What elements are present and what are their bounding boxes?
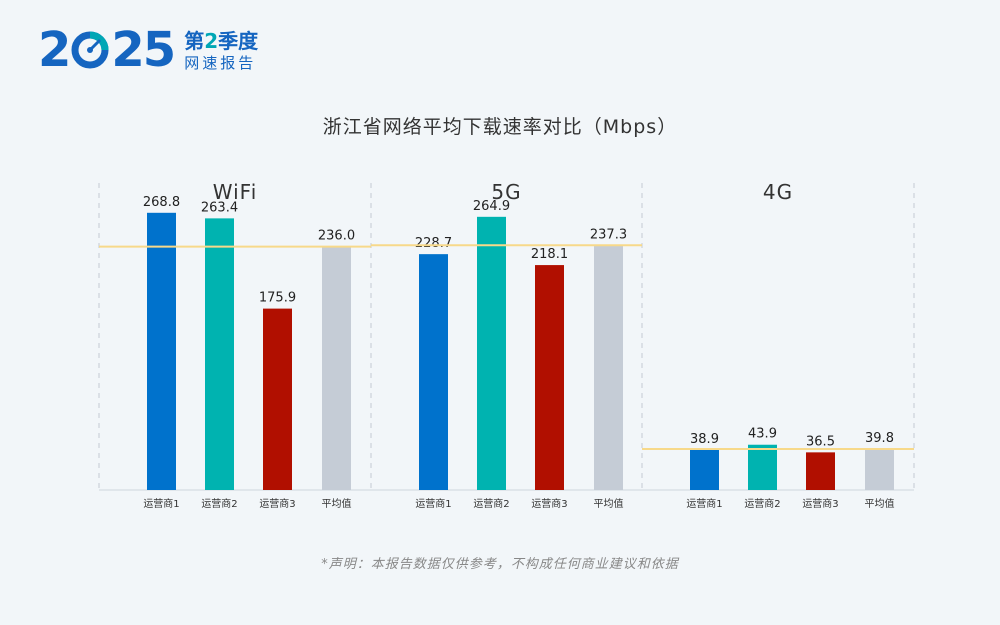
category-label-2-0: 运营商1 [686,497,722,510]
category-label-1-0: 运营商1 [415,497,451,510]
logo-year: 2 25 [38,22,176,78]
bar-0-0 [147,212,176,491]
logo-year-digit-b: 25 [111,22,176,78]
data-label-1-0: 228.7 [415,236,452,251]
data-label-0-1: 263.4 [201,200,238,215]
bar-1-1 [477,216,506,490]
data-label-0-0: 268.8 [143,195,180,210]
category-label-1-2: 运营商3 [531,497,567,510]
data-label-2-3: 39.8 [865,431,894,446]
bar-2-0 [690,449,719,490]
bar-0-2 [263,308,292,490]
data-label-0-3: 236.0 [318,229,355,244]
bar-2-2 [806,452,835,490]
category-label-0-3: 平均值 [322,497,352,510]
data-label-1-2: 218.1 [531,247,568,262]
category-label-0-2: 运营商3 [259,497,295,510]
bar-2-1 [748,444,777,490]
bar-1-0 [419,254,448,490]
report-logo: 2 25 第2季度 网速报告 [38,24,258,76]
category-label-1-1: 运营商2 [473,497,509,510]
data-label-0-2: 175.9 [259,291,296,306]
bar-1-2 [535,265,564,490]
bar-0-3 [322,246,351,490]
category-label-2-1: 运营商2 [744,497,780,510]
category-label-2-3: 平均值 [865,497,895,510]
data-label-1-1: 264.9 [473,199,510,214]
logo-year-digit-a: 2 [38,22,71,78]
data-label-1-3: 237.3 [590,227,627,242]
data-label-2-2: 36.5 [806,434,835,449]
data-label-2-0: 38.9 [690,432,719,447]
bar-1-3 [594,245,623,490]
bar-2-3 [865,448,894,490]
bar-0-1 [205,218,234,490]
panel-title-1: 5G [491,180,521,204]
category-label-0-0: 运营商1 [143,497,179,510]
data-label-2-1: 43.9 [748,427,777,442]
panel-title-2: 4G [763,180,793,204]
logo-quarter: 第2季度 [184,29,259,53]
chart-title: 浙江省网络平均下载速率对比（Mbps） [322,116,678,138]
category-label-1-3: 平均值 [594,497,624,510]
panel-title-0: WiFi [213,180,258,204]
category-label-2-2: 运营商3 [802,497,838,510]
category-label-0-1: 运营商2 [201,497,237,510]
speedometer-icon [71,31,109,69]
disclaimer-text: *声明：本报告数据仅供参考，不构成任何商业建议和依据 [321,557,679,572]
logo-report-label: 网速报告 [184,54,257,72]
